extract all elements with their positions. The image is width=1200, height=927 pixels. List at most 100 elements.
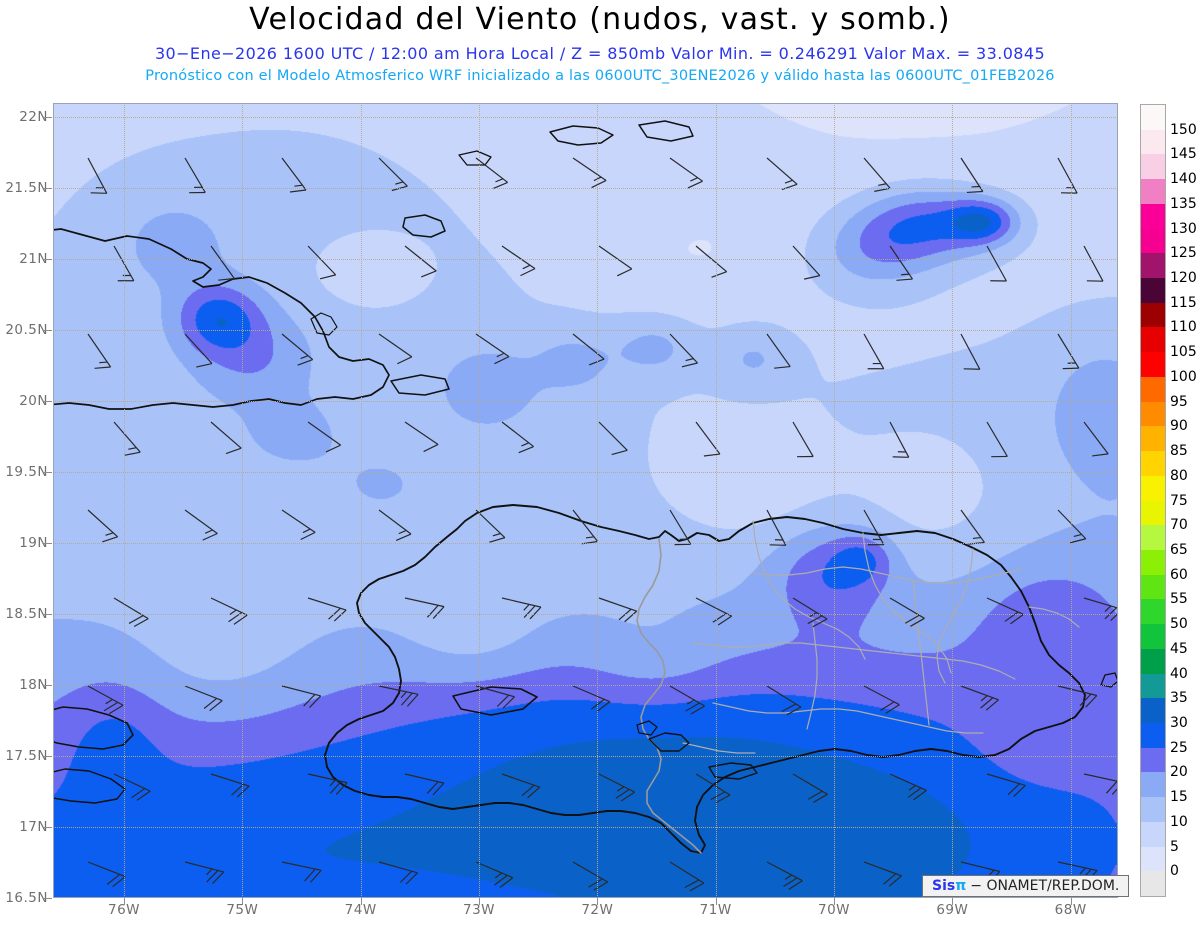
wind-barb <box>1083 597 1118 621</box>
latitude-tick <box>44 827 52 829</box>
wind-barb <box>669 685 705 715</box>
gridline-lon <box>124 103 125 898</box>
longitude-tick-label: 70W <box>817 902 851 918</box>
wind-barb <box>695 245 728 278</box>
latitude-tick <box>44 188 52 190</box>
wind-barb <box>475 509 506 543</box>
page-title: Velocidad del Viento (nudos, vast. y som… <box>249 2 951 37</box>
latitude-tick-label: 18N <box>19 677 48 694</box>
longitude-tick-label: 68W <box>1054 902 1087 918</box>
color-scale-tick-label: 60 <box>1170 566 1188 583</box>
longitude-tick-label: 76W <box>107 902 141 918</box>
color-scale-tick-label: 10 <box>1170 813 1188 830</box>
gridline-lon <box>952 103 954 898</box>
latitude-tick-label: 17.5N <box>5 748 48 765</box>
color-scale-tick-label: 125 <box>1170 245 1197 262</box>
color-scale-cell <box>1141 302 1165 328</box>
color-scale-cell <box>1141 722 1165 748</box>
latitude-tick-label: 22N <box>19 109 48 126</box>
color-scale-tick-label: 100 <box>1170 368 1197 385</box>
dr-province-line-3 <box>936 548 974 684</box>
wind-barb <box>863 509 885 546</box>
wind-barb <box>281 333 314 366</box>
dr-haiti-border <box>636 538 702 854</box>
longitude-tick-label: 72W <box>581 902 614 918</box>
wind-barb <box>501 773 541 799</box>
bay-detail <box>636 720 658 736</box>
wind-barb <box>889 421 910 458</box>
wind-speed-shading <box>53 103 1118 898</box>
wind-barb <box>669 861 705 892</box>
color-scale-tick-label: 140 <box>1170 171 1197 188</box>
wind-barb <box>669 157 703 189</box>
latitude-tick-label: 19.5N <box>5 464 48 481</box>
color-scale-tick-label: 75 <box>1170 492 1188 509</box>
wind-barb <box>501 245 536 277</box>
wind-barb <box>960 685 999 711</box>
latitude-tick <box>44 614 52 616</box>
wind-barb <box>863 333 885 370</box>
wind-barb <box>281 861 322 883</box>
color-scale-tick-label: 135 <box>1170 195 1197 212</box>
color-scale-cell <box>1141 772 1165 798</box>
color-scale-tick-label: 85 <box>1170 443 1188 460</box>
color-scale-cell <box>1141 821 1165 847</box>
longitude-tick <box>597 898 599 905</box>
wind-barb <box>281 157 307 193</box>
color-scale-cell <box>1141 475 1165 501</box>
wind-barb <box>378 509 412 541</box>
wind-barb <box>501 597 542 620</box>
color-scale-labels: 150 145 140 135 130 125 120 115 110 105 100 95 90 85 8… <box>1170 104 1200 897</box>
color-scale-tick-label: 40 <box>1170 665 1188 682</box>
dr-province-line-5 <box>692 642 1016 680</box>
wind-barb <box>598 597 638 623</box>
color-scale-tick-label: 90 <box>1170 418 1188 435</box>
wind-barb <box>669 333 699 368</box>
cuba-coastline <box>53 228 390 410</box>
latitude-tick-label: 21.5N <box>5 180 48 197</box>
wind-speed-map[interactable] <box>53 103 1118 898</box>
color-scale-cell <box>1141 673 1165 699</box>
bahamas-islet-2 <box>638 120 694 142</box>
wind-barb <box>889 773 927 801</box>
wind-barb <box>1083 773 1118 795</box>
color-scale-cell <box>1141 698 1165 723</box>
wind-barb <box>986 773 1026 797</box>
color-scale-cell <box>1141 846 1165 872</box>
wind-barb <box>87 861 126 888</box>
gonave-island <box>452 686 538 716</box>
color-scale-tick-label: 55 <box>1170 591 1188 608</box>
latitude-tick-label: 21N <box>19 251 48 268</box>
longitude-tick-label: 75W <box>226 902 259 918</box>
wind-barb <box>695 421 721 457</box>
wind-barb <box>1057 685 1098 708</box>
color-scale-tick-label: 95 <box>1170 393 1188 410</box>
latitude-tick <box>44 756 52 758</box>
wind-barb <box>475 333 510 365</box>
gridline-lon <box>834 103 835 898</box>
lake-enriquillo <box>648 732 690 752</box>
longitude-tick <box>242 898 244 905</box>
latitude-tick <box>44 472 52 474</box>
gridline-lat <box>53 472 1118 474</box>
color-scale-tick-label: 80 <box>1170 467 1188 484</box>
color-scale-tick-label: 110 <box>1170 319 1197 336</box>
puerto-rico-hint <box>1100 672 1118 688</box>
wind-barb <box>766 861 803 890</box>
color-scale-tick-label: 30 <box>1170 714 1188 731</box>
wind-barb <box>863 685 900 714</box>
wind-barb <box>307 245 337 280</box>
gridline-lat <box>53 685 1118 687</box>
wind-barb <box>113 597 149 628</box>
dr-province-line-6 <box>712 702 984 734</box>
gridline-lon <box>242 103 244 898</box>
color-scale-cell <box>1141 401 1165 427</box>
longitude-tick-label: 73W <box>462 902 496 918</box>
wind-barb <box>475 685 515 709</box>
wind-barb <box>889 245 914 281</box>
gridline-lon <box>360 103 362 898</box>
wind-barb <box>960 509 985 545</box>
gridline-lon <box>479 103 480 898</box>
wind-barb <box>598 245 633 277</box>
gridline-lat <box>53 756 1118 758</box>
